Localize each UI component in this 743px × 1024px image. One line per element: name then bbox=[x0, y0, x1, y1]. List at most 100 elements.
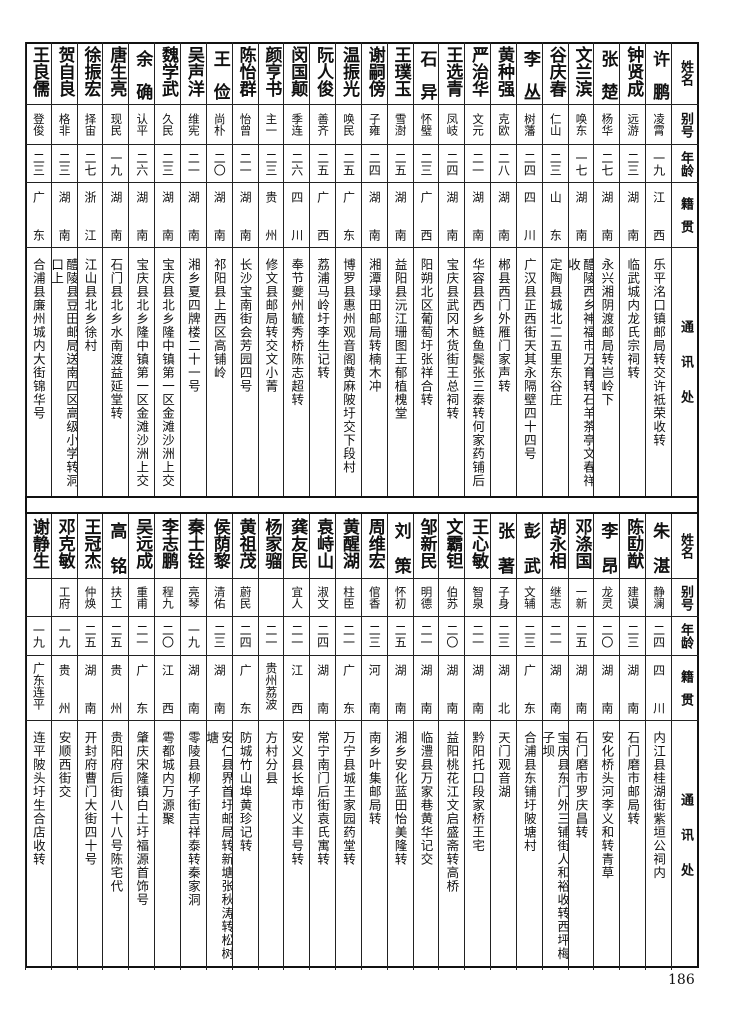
person-native-cell: 湖南 bbox=[103, 183, 129, 248]
person-alias: 工府 bbox=[57, 586, 72, 609]
person-name: 陈劻猷 bbox=[623, 518, 644, 569]
header-age: 年龄 bbox=[672, 617, 699, 656]
person-column: 文兰滨 唤东 一七湖南醴陵西乡神福市万育转石羊茶亭文春祥收 bbox=[567, 42, 594, 496]
header-alias-label: 别号 bbox=[678, 111, 693, 138]
person-address-cell: 益阳桃花江文启盛斋转高桥 bbox=[439, 721, 464, 970]
person-address-cell: 安顺西街交 bbox=[52, 721, 77, 970]
person-age-cell: 二七 bbox=[594, 145, 620, 183]
person-column: 邓克敏 工府 一九贵州安顺西街交 bbox=[50, 514, 77, 970]
person-native: 湖南 bbox=[109, 183, 123, 247]
char: 川 bbox=[522, 229, 537, 241]
header-column: 姓名 别号 年龄籍贯通讯处 bbox=[671, 514, 699, 970]
person-name-cell: 侯荫黎 bbox=[206, 514, 232, 579]
person-name: 谢嗣傍 bbox=[364, 46, 385, 97]
person-column: 吴声洋 维宪 二一湖南湘乡夏四牌楼二十一号 bbox=[179, 42, 206, 496]
person-name: 邹新民 bbox=[416, 518, 437, 569]
person-address-cell: 肇庆宋隆镇白土圩福源首饰号 bbox=[129, 721, 154, 970]
char: 武 bbox=[519, 557, 540, 574]
char: 山 bbox=[548, 191, 563, 203]
person-native-cell: 广东 bbox=[516, 656, 542, 721]
char: 南 bbox=[393, 229, 408, 241]
person-name-cell: 陈怡群 bbox=[232, 42, 258, 105]
person-age: 二三 bbox=[263, 151, 278, 176]
person-alias: 继志 bbox=[548, 586, 563, 609]
person-column: 黄祖茂 蔚民 二四广东防城竹山埠黄珍记转 bbox=[231, 514, 258, 970]
person-address: 宝庆县北乡隆中镇第一区金滩沙洲上交 bbox=[160, 258, 176, 488]
person-alias: 明德 bbox=[419, 586, 434, 609]
person-address-cell: 贵阳府后街八十八号陈宅代 bbox=[103, 721, 128, 970]
person-native: 广东 bbox=[341, 183, 355, 247]
char: 西 bbox=[315, 229, 330, 241]
char: 贯 bbox=[678, 219, 693, 233]
person-address-cell: 奉节夔州毓秀桥陈志超转 bbox=[284, 248, 309, 496]
person-age-cell: 二四 bbox=[361, 145, 387, 183]
person-native-cell: 贵州 bbox=[51, 656, 77, 721]
person-alias: 主一 bbox=[264, 113, 279, 136]
person-alias: 维宪 bbox=[186, 113, 201, 136]
person-address: 黔阳托口段家桥王宅 bbox=[470, 731, 486, 853]
person-age: 一九 bbox=[31, 624, 46, 648]
person-name: 秦士铨 bbox=[183, 518, 204, 569]
person-native-cell: 湖南 bbox=[387, 656, 413, 721]
person-name-cell: 陈劻猷 bbox=[620, 514, 646, 579]
char: 湖 bbox=[186, 664, 201, 676]
person-native-cell: 山东 bbox=[542, 183, 568, 248]
person-age: 二一 bbox=[134, 624, 149, 648]
char: 广 bbox=[341, 664, 356, 676]
person-address-cell: 乐平洺口镇邮局转交许祗荣收转 bbox=[646, 248, 671, 496]
char: 江 bbox=[289, 664, 304, 676]
person-address-cell: 石门县北乡水南渡益延堂转 bbox=[103, 248, 128, 496]
person-alias: 现民 bbox=[109, 113, 124, 136]
char: 南 bbox=[134, 229, 149, 241]
char: 湖 bbox=[83, 664, 98, 676]
char: 李 bbox=[519, 50, 540, 67]
person-alias-cell: 继志 bbox=[542, 579, 568, 617]
person-alias-cell: 唤东 bbox=[568, 105, 594, 145]
char: 东 bbox=[238, 702, 253, 714]
person-column: 王俭尚朴 二〇湖南祁阳县上西区高铺岭 bbox=[205, 42, 232, 496]
char: 李 bbox=[597, 522, 618, 539]
person-column: 杨家骝 二一 贵州荔波 方村分县 bbox=[257, 514, 284, 970]
person-address: 临武城内龙氏宗祠转 bbox=[625, 258, 641, 380]
char: 江 bbox=[83, 229, 98, 241]
person-alias: 亮琴 bbox=[186, 586, 201, 609]
person-native: 湖南 bbox=[574, 656, 588, 720]
person-native-cell: 四川 bbox=[516, 183, 542, 248]
person-address: 石门县北乡水南渡益延堂转 bbox=[108, 258, 124, 420]
person-name: 侯荫黎 bbox=[209, 518, 230, 569]
char: 南 bbox=[625, 229, 640, 241]
char: 南 bbox=[160, 229, 175, 241]
person-age-cell: 二一 bbox=[232, 145, 258, 183]
char: 江 bbox=[651, 191, 666, 203]
char: 高 bbox=[106, 522, 127, 539]
char: 川 bbox=[651, 702, 666, 714]
person-name: 杨家骝 bbox=[261, 518, 282, 569]
person-native: 河南 bbox=[367, 656, 381, 720]
person-native: 湖南 bbox=[445, 183, 459, 247]
header-column: 姓名 别号 年龄籍贯通讯处 bbox=[671, 42, 699, 496]
char: 贵 bbox=[108, 664, 123, 676]
person-column: 邹新民 明德 二一湖南临澧县万家巷黄华记交 bbox=[412, 514, 439, 970]
person-column: 李丛树藩 二四四川广汉县正西街天其永隔壁四十四号 bbox=[515, 42, 542, 496]
person-alias-cell: 尚朴 bbox=[206, 105, 232, 145]
person-column: 张楚杨华 二七湖南永兴湘阴渡邮局转岂岭下 bbox=[593, 42, 620, 496]
person-name-cell: 文霸钽 bbox=[439, 514, 465, 579]
char: 广 bbox=[31, 191, 46, 203]
person-age-cell: 二三 bbox=[51, 145, 77, 183]
person-name-cell: 颜亨书 bbox=[258, 42, 284, 105]
person-address-cell: 安仁县界首圩邮局转新塘张秋涛转松树塘 bbox=[207, 721, 232, 970]
person-address: 荔浦马岭圩李生记转 bbox=[315, 258, 331, 380]
person-name: 王冠杰 bbox=[80, 518, 101, 569]
person-native-cell: 湖南 bbox=[620, 183, 646, 248]
person-address-cell: 祁阳县上西区高铺岭 bbox=[207, 248, 232, 496]
person-native: 湖南 bbox=[212, 183, 226, 247]
person-alias-cell: 克欧 bbox=[491, 105, 516, 145]
person-native: 广东连平 bbox=[31, 662, 46, 710]
person-name-cell: 王俭 bbox=[206, 42, 232, 105]
person-alias-cell: 择宙 bbox=[77, 105, 103, 145]
person-native: 湖南 bbox=[393, 656, 407, 720]
person-age: 一九 bbox=[186, 624, 201, 648]
person-age: 二三 bbox=[548, 151, 563, 176]
person-alias: 宜人 bbox=[290, 586, 305, 609]
char: 湖 bbox=[186, 191, 201, 203]
